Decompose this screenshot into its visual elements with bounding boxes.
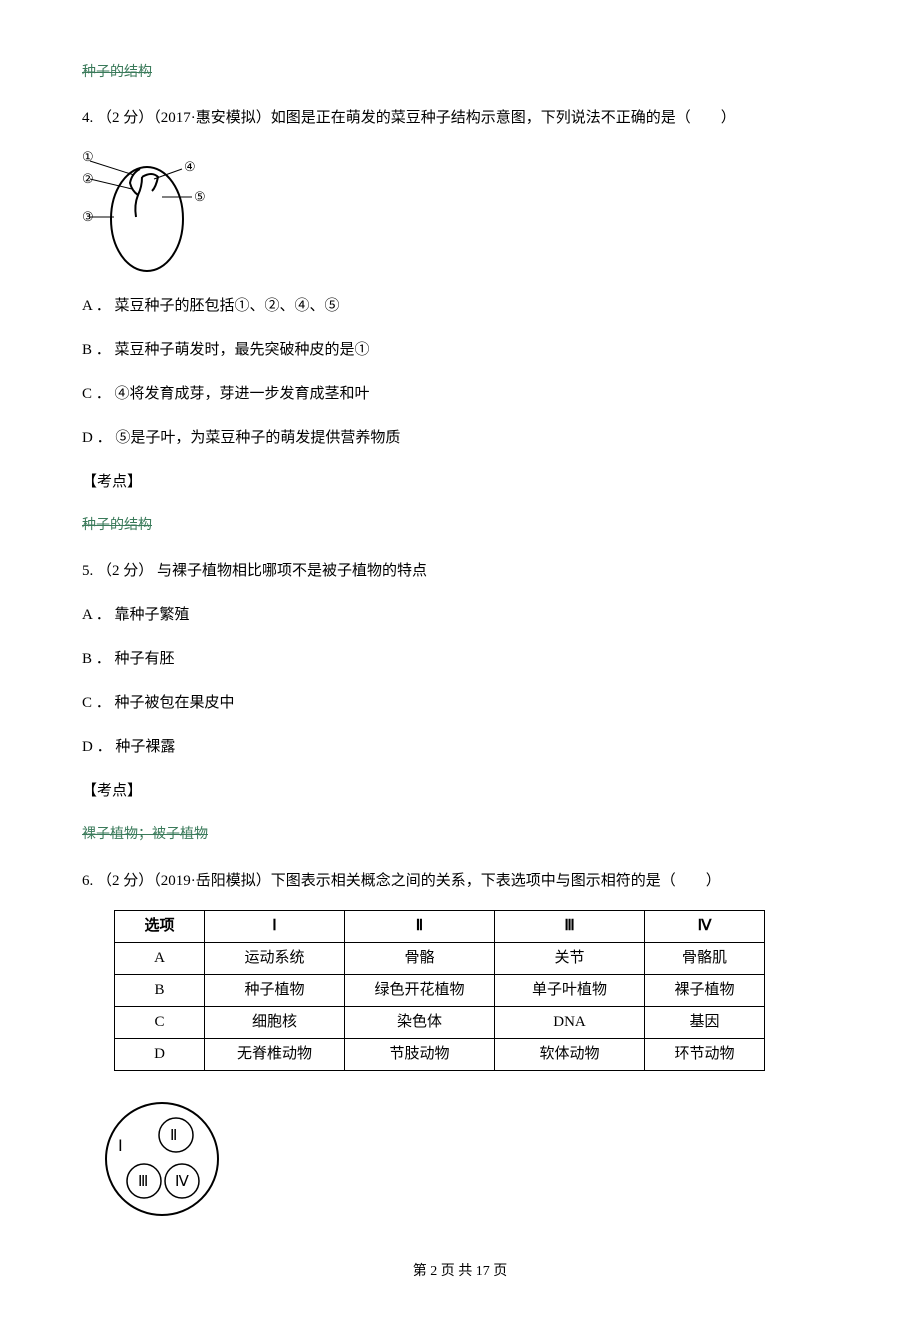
table-cell: 运动系统 — [205, 942, 345, 974]
table-cell: 单子叶植物 — [495, 974, 645, 1006]
question-6-stem: 6. （2 分）（2019·岳阳模拟）下图表示相关概念之间的关系，下表选项中与图… — [82, 866, 838, 896]
venn-label-outer: Ⅰ — [118, 1138, 123, 1155]
q4-option-c: C ． ④将发育成芽，芽进一步发育成茎和叶 — [82, 379, 838, 409]
table-cell: 关节 — [495, 942, 645, 974]
table-cell: D — [115, 1038, 205, 1070]
question-4-stem: 4. （2 分）（2017·惠安模拟）如图是正在萌发的菜豆种子结构示意图，下列说… — [82, 103, 838, 133]
q5-option-a: A ． 靠种子繁殖 — [82, 600, 838, 630]
table-cell: 无脊椎动物 — [205, 1038, 345, 1070]
table-header: Ⅰ — [205, 910, 345, 942]
table-cell: B — [115, 974, 205, 1006]
q4-option-b: B ． 菜豆种子萌发时，最先突破种皮的是① — [82, 335, 838, 365]
table-row: A 运动系统 骨骼 关节 骨骼肌 — [115, 942, 765, 974]
topic-tag: 裸子植物；被子植物 — [82, 822, 838, 847]
table-header: Ⅱ — [345, 910, 495, 942]
question-5-stem: 5. （2 分） 与裸子植物相比哪项不是被子植物的特点 — [82, 556, 838, 586]
table-cell: C — [115, 1006, 205, 1038]
table-header: 选项 — [115, 910, 205, 942]
topic-tag: 种子的结构 — [82, 60, 838, 85]
venn-label-left: Ⅲ — [138, 1174, 148, 1190]
q4-option-d: D ． ⑤是子叶，为菜豆种子的萌发提供营养物质 — [82, 423, 838, 453]
table-cell: 绿色开花植物 — [345, 974, 495, 1006]
table-cell: 节肢动物 — [345, 1038, 495, 1070]
table-cell: 裸子植物 — [645, 974, 765, 1006]
table-cell: 环节动物 — [645, 1038, 765, 1070]
table-row: C 细胞核 染色体 DNA 基因 — [115, 1006, 765, 1038]
kaodian-label: 【考点】 — [82, 467, 838, 497]
venn-label-top: Ⅱ — [170, 1128, 177, 1144]
topic-tag: 种子的结构 — [82, 513, 838, 538]
seed-label-4: ④ — [184, 159, 196, 174]
venn-label-right: Ⅳ — [175, 1174, 189, 1190]
seed-label-2: ② — [82, 171, 94, 186]
page-footer: 第 2 页 共 17 页 — [82, 1259, 838, 1284]
seed-label-3: ③ — [82, 209, 94, 224]
q5-option-c: C ． 种子被包在果皮中 — [82, 688, 838, 718]
q5-option-b: B ． 种子有胚 — [82, 644, 838, 674]
table-cell: 细胞核 — [205, 1006, 345, 1038]
table-row: D 无脊椎动物 节肢动物 软体动物 环节动物 — [115, 1038, 765, 1070]
q5-option-d: D ． 种子裸露 — [82, 732, 838, 762]
table-cell: 种子植物 — [205, 974, 345, 1006]
table-cell: 基因 — [645, 1006, 765, 1038]
q4-option-a: A ． 菜豆种子的胚包括①、②、④、⑤ — [82, 291, 838, 321]
kaodian-label: 【考点】 — [82, 776, 838, 806]
table-cell: 骨骼肌 — [645, 942, 765, 974]
table-cell: A — [115, 942, 205, 974]
concept-table: 选项 Ⅰ Ⅱ Ⅲ Ⅳ A 运动系统 骨骼 关节 骨骼肌 B 种子植物 绿色开花植… — [114, 910, 838, 1071]
seed-diagram: ① ② ③ ④ ⑤ — [82, 147, 838, 277]
table-cell: 染色体 — [345, 1006, 495, 1038]
table-header: Ⅳ — [645, 910, 765, 942]
table-header: Ⅲ — [495, 910, 645, 942]
table-cell: 骨骼 — [345, 942, 495, 974]
seed-label-1: ① — [82, 149, 94, 164]
table-row: B 种子植物 绿色开花植物 单子叶植物 裸子植物 — [115, 974, 765, 1006]
table-cell: DNA — [495, 1006, 645, 1038]
venn-diagram: Ⅰ Ⅱ Ⅲ Ⅳ — [92, 1089, 838, 1229]
table-cell: 软体动物 — [495, 1038, 645, 1070]
seed-label-5: ⑤ — [194, 189, 206, 204]
